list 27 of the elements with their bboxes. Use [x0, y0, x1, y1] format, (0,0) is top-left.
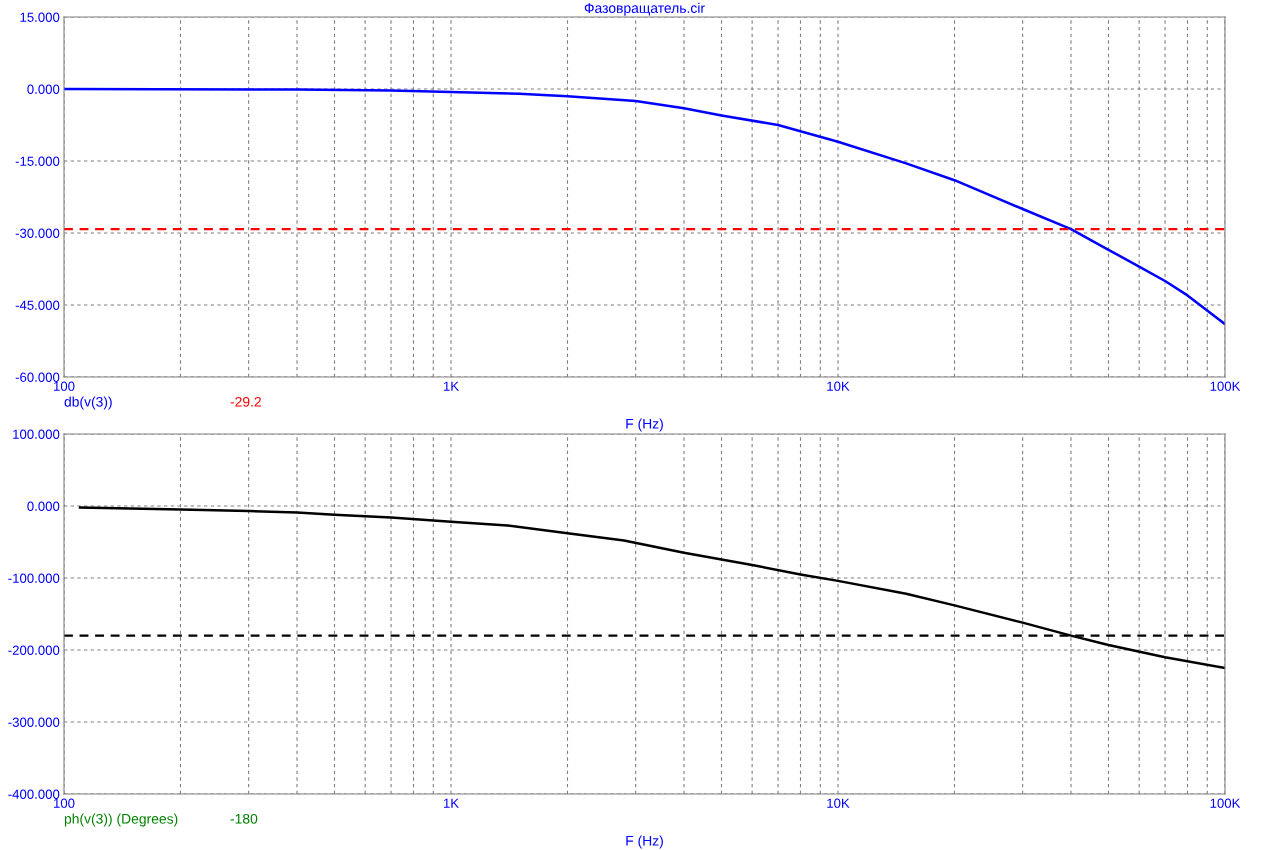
text: ph(v(3)) (Degrees) — [64, 813, 178, 827]
y-tick-label: 0.000 — [27, 501, 60, 511]
x-tick-label: 100 — [54, 798, 75, 808]
x-tick-label: 10K — [827, 381, 850, 391]
y-tick-label: 15.000 — [20, 12, 60, 22]
y-tick-label: -400.000 — [8, 789, 60, 799]
y-tick-label: 0.000 — [27, 84, 60, 94]
x-tick-label: 10K — [827, 798, 850, 808]
x-tick-label: 100 — [54, 381, 75, 391]
y-tick-label: 100.000 — [13, 429, 60, 439]
y-tick-label: -60.000 — [15, 372, 60, 382]
chart-title: Фазовращатель.cir — [584, 2, 705, 16]
text: -29.2 — [230, 396, 261, 407]
x-tick-label: 100K — [1210, 381, 1241, 391]
y-tick-label: -45.000 — [15, 300, 60, 310]
x-tick-label: 1K — [443, 798, 459, 808]
y-tick-label: -300.000 — [8, 717, 60, 727]
x-axis-title: F (Hz) — [626, 418, 663, 432]
x-tick-label: 100K — [1210, 798, 1241, 808]
text: db(v(3)) — [64, 396, 112, 410]
y-tick-label: -200.000 — [8, 645, 60, 655]
x-axis-title: F (Hz) — [626, 835, 663, 849]
y-tick-label: -15.000 — [15, 156, 60, 166]
y-tick-label: -30.000 — [15, 228, 60, 238]
y-tick-label: -100.000 — [8, 573, 60, 583]
x-tick-label: 1K — [443, 381, 459, 391]
text: -180 — [230, 813, 258, 824]
